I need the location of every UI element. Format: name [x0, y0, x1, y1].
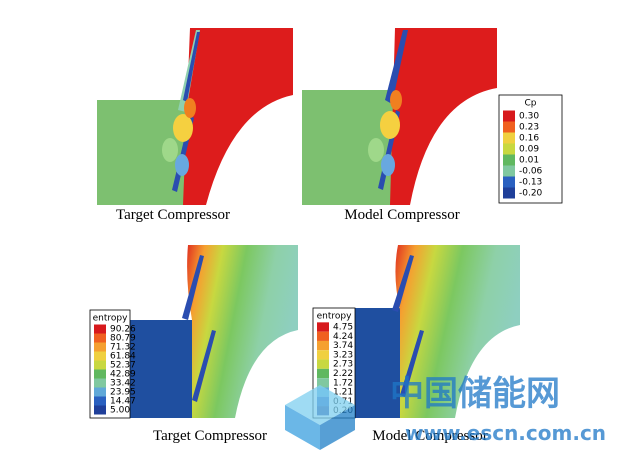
legend-swatch [317, 378, 329, 388]
legend-label: 33.42 [110, 379, 136, 389]
legend-title: entropy [317, 312, 352, 322]
legend-label: -0.13 [519, 178, 542, 188]
legend-label: 3.23 [333, 350, 353, 360]
caption: Model Compressor [344, 207, 459, 223]
legend-swatch [94, 324, 106, 334]
legend-label: 4.24 [333, 332, 353, 342]
legend-label: 0.30 [519, 112, 539, 122]
caption: Target Compressor [116, 207, 230, 223]
legend-label: 5.00 [110, 406, 130, 416]
legend-label: 1.72 [333, 378, 353, 388]
legend-swatch [503, 132, 515, 144]
legend-swatch [503, 154, 515, 166]
entropy-contour-model [355, 245, 520, 418]
legend-swatch [94, 405, 106, 415]
legend-label: 23.95 [110, 388, 136, 398]
legend-label: 71.32 [110, 343, 136, 353]
legend-label: 0.09 [519, 145, 539, 155]
legend-label: 42.89 [110, 370, 136, 380]
legend-swatch [94, 396, 106, 406]
legend-label: 3.74 [333, 341, 353, 351]
legend-label: -0.06 [519, 167, 543, 177]
legend-swatch [503, 176, 515, 188]
legend-swatch [503, 143, 515, 155]
legend-swatch [94, 369, 106, 379]
legend-swatch [94, 387, 106, 397]
legend-label: 2.73 [333, 360, 353, 370]
legend-label: 0.16 [519, 134, 539, 144]
legend-swatch [503, 110, 515, 122]
legend-label: 14.47 [110, 397, 136, 407]
legend-swatch [503, 121, 515, 133]
legend-swatch [94, 342, 106, 352]
watermark-title: 中国储能网 [390, 374, 560, 414]
legend-label: 1.21 [333, 388, 353, 398]
legend-label: 2.22 [333, 369, 353, 379]
caption: Target Compressor [153, 428, 267, 444]
watermark-url: www.escn.com.cn [405, 421, 606, 445]
legend-swatch [317, 368, 329, 379]
entropy-contour-target [130, 245, 298, 418]
legend-swatch [317, 322, 329, 332]
legend-label: 0.23 [519, 123, 539, 133]
legend-swatch [94, 360, 106, 370]
legend-title: Cp [525, 99, 537, 109]
legend-label: 61.84 [110, 352, 136, 362]
legend-swatch [317, 340, 329, 351]
legend-title: entropy [93, 314, 128, 324]
caption: Model Compressor [372, 428, 487, 444]
legend-swatch [94, 351, 106, 361]
legend-label: -0.20 [519, 189, 543, 199]
legend-label: 0.01 [519, 156, 539, 166]
legend-label: 80.79 [110, 334, 136, 344]
legend-label: 52.37 [110, 361, 136, 371]
legend-swatch [317, 350, 329, 360]
legend-label: 4.75 [333, 323, 353, 333]
legend-swatch [503, 187, 515, 199]
legend-swatch [94, 333, 106, 343]
legend-swatch [503, 165, 515, 177]
legend-swatch [317, 331, 329, 341]
legend-swatch [317, 359, 329, 369]
watermark: 中国储能网 www.escn.com.cn [285, 374, 606, 450]
cp-contour-target [97, 28, 293, 205]
legend-label: 90.26 [110, 325, 136, 335]
cp-contour-model [302, 28, 497, 205]
legend-swatch [94, 378, 106, 388]
